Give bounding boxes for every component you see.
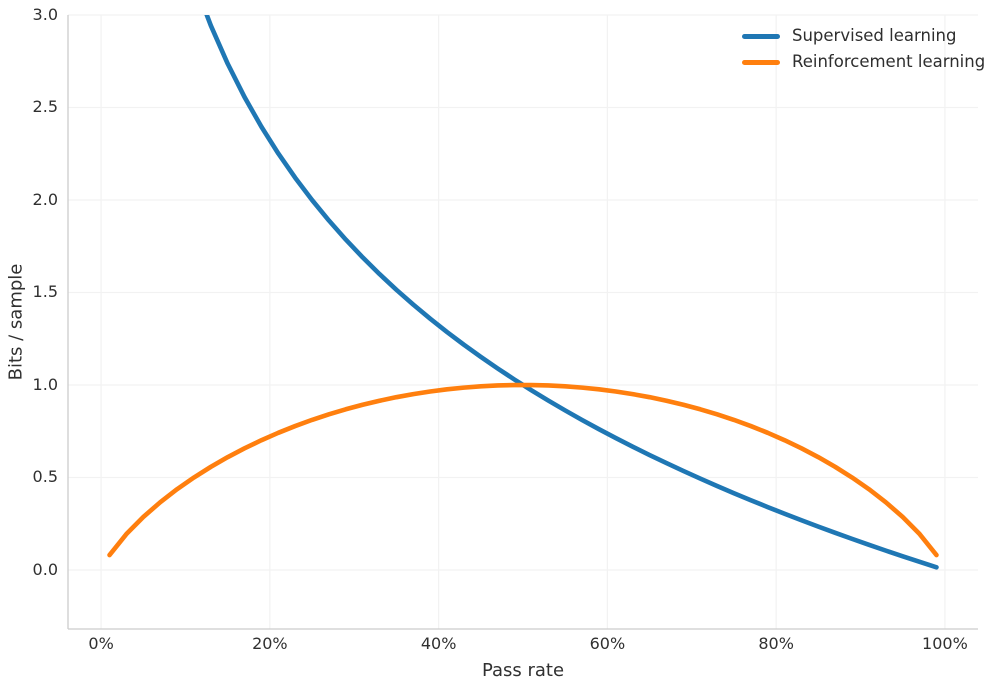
x-tick-label: 0% <box>88 634 114 653</box>
legend-label: Reinforcement learning <box>792 52 986 72</box>
supervised-line-swatch <box>742 34 780 39</box>
y-tick-label: 2.5 <box>32 97 58 117</box>
y-tick-label: 1.0 <box>32 374 58 394</box>
series-line-1 <box>107 382 939 558</box>
y-tick-label: 2.0 <box>32 189 58 209</box>
x-tick-label: 80% <box>758 634 794 653</box>
legend: Supervised learning Reinforcement learni… <box>742 25 985 74</box>
x-tick-label: 40% <box>420 634 457 653</box>
legend-label: Supervised learning <box>792 26 957 46</box>
y-tick-label: 3.0 <box>32 5 58 24</box>
legend-item-reinforcement: Reinforcement learning <box>742 51 985 74</box>
series-line-0 <box>204 15 939 570</box>
y-tick-label: 0.5 <box>32 467 58 487</box>
x-tick-label: 60% <box>589 634 626 653</box>
legend-item-supervised: Supervised learning <box>742 25 985 48</box>
y-tick-label: 0.0 <box>32 559 58 579</box>
y-axis-label: Bits / sample <box>5 263 27 381</box>
x-tick-label: 20% <box>252 634 288 653</box>
reinforcement-line-swatch <box>742 60 780 65</box>
x-tick-label: 100% <box>922 634 968 653</box>
y-tick-label: 1.5 <box>32 282 58 302</box>
x-axis-label: Pass rate <box>481 660 565 681</box>
